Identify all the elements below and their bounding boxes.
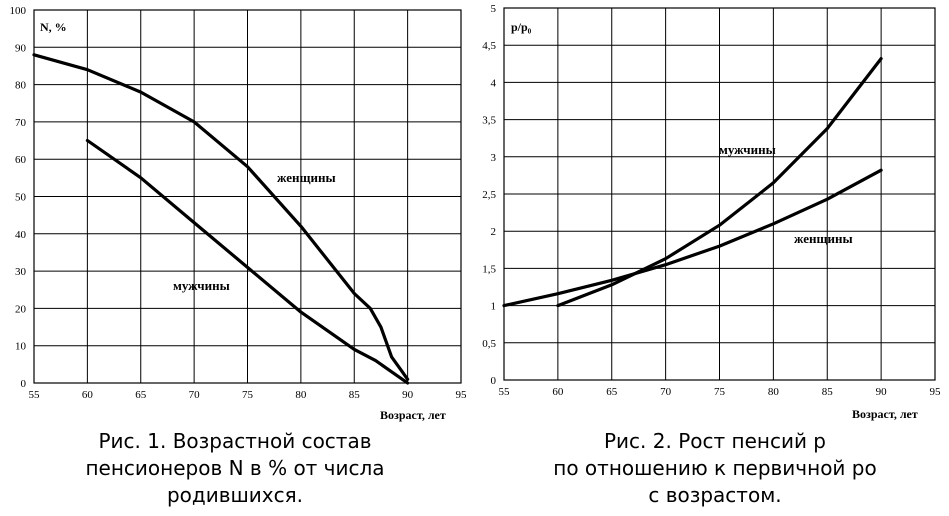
y-tick-label: 1: [491, 301, 497, 313]
y-tick-label: 70: [15, 117, 27, 129]
x-tick-label: 90: [402, 389, 414, 401]
plot-frame: [33, 9, 462, 384]
caption-line: с возрастом.: [648, 483, 782, 507]
y-tick-label: 0: [491, 375, 497, 387]
caption-line: по отношению к первичной ро: [553, 456, 877, 480]
y-tick-label: 80: [15, 80, 27, 92]
y-tick-label: 3,5: [482, 115, 496, 127]
series-line-b: [85, 138, 410, 385]
y-tick-label: 100: [10, 5, 27, 17]
y-axis-label: p/p₀: [511, 20, 532, 34]
series-label: женщины: [277, 170, 336, 185]
chart-age-composition: 55 60 65 70 75 80 85 90 95 0 10 20 30 40 50 60 70 80 90 100…: [10, 5, 468, 422]
series-line-a: [556, 57, 883, 308]
y-tick-label: 5: [491, 3, 497, 15]
y-tick-label: 4,5: [482, 40, 496, 52]
figure-2-caption: Рис. 2. Рост пенсий р по отношению к пер…: [495, 428, 935, 509]
series-label: женщины: [794, 231, 853, 246]
x-tick-label: 55: [499, 386, 511, 398]
x-tick-label: 80: [768, 386, 780, 398]
x-tick-label: 95: [930, 386, 942, 398]
y-tick-label: 1,5: [482, 263, 496, 275]
caption-line: родившихся.: [166, 483, 304, 507]
y-tick-label: 90: [15, 42, 27, 54]
series-line-b: [502, 168, 883, 308]
y-tick-label: 50: [15, 192, 27, 204]
y-tick-label: 60: [15, 154, 27, 166]
x-tick-label: 85: [822, 386, 834, 398]
x-tick-label: 60: [82, 389, 94, 401]
x-tick-label: 90: [876, 386, 888, 398]
y-tick-label: 30: [15, 266, 27, 278]
series-label: мужчины: [719, 142, 776, 157]
x-tick-label: 60: [552, 386, 564, 398]
chart-pension-growth: 55 60 65 70 75 80 85 90 95 0 0,5 1 1,5 2 2,5 3 3,5 4 4,5 5 p…: [482, 3, 942, 421]
y-axis-label: N, %: [40, 20, 67, 34]
x-tick-label: 75: [242, 389, 254, 401]
x-tick-label: 95: [456, 389, 468, 401]
x-tick-label: 70: [660, 386, 672, 398]
y-tick-label: 10: [15, 341, 27, 353]
figure-1-caption: Рис. 1. Возрастной состав пенсионеров N …: [20, 428, 450, 509]
x-tick-label: 80: [295, 389, 307, 401]
caption-line: Рис. 2. Рост пенсий р: [603, 429, 826, 453]
x-tick-label: 75: [714, 386, 726, 398]
y-tick-label: 0: [21, 378, 27, 390]
x-tick-label: 65: [135, 389, 147, 401]
caption-line: пенсионеров N в % от числа: [85, 456, 385, 480]
series-line-a: [32, 53, 410, 381]
x-tick-label: 70: [189, 389, 201, 401]
y-tick-label: 0,5: [482, 338, 496, 350]
plot-frame: [503, 7, 936, 381]
x-tick-label: 55: [29, 389, 41, 401]
y-tick-label: 20: [15, 303, 27, 315]
series-label: мужчины: [173, 278, 230, 293]
x-axis-label: Возраст, лет: [380, 408, 446, 422]
y-tick-label: 2: [491, 226, 497, 238]
y-tick-label: 3: [491, 152, 497, 164]
x-tick-label: 65: [606, 386, 618, 398]
y-tick-label: 4: [491, 77, 497, 89]
y-tick-label: 40: [15, 229, 27, 241]
caption-line: Рис. 1. Возрастной состав: [98, 429, 372, 453]
y-tick-label: 2,5: [482, 189, 496, 201]
x-tick-label: 85: [349, 389, 361, 401]
x-axis-label: Возраст, лет: [852, 407, 918, 421]
